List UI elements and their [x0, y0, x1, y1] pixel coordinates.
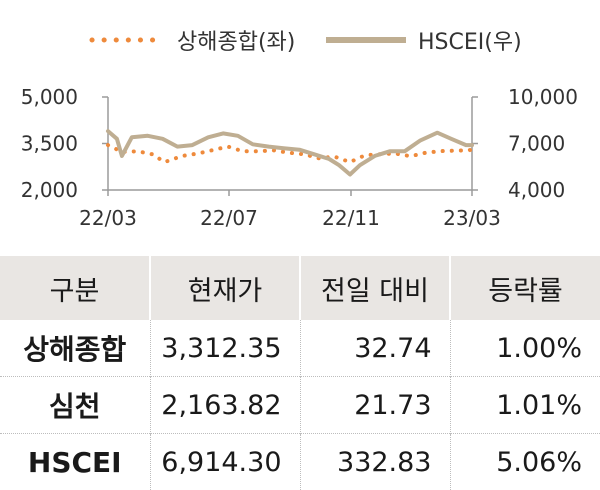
table-row: 심천 2,163.82 21.73 1.01% [0, 377, 600, 434]
left-tick-label: 5,000 [21, 85, 78, 109]
row-current-price: 6,914.30 [150, 434, 300, 490]
legend-label-hscei: HSCEI(우) [418, 30, 522, 55]
row-current-price: 2,163.82 [150, 377, 300, 434]
row-change-rate: 1.00% [450, 320, 600, 377]
index-table: 구분 현재가 전일 대비 등락률 상해종합 3,312.35 32.74 1.0… [0, 256, 600, 490]
header-current-price: 현재가 [150, 256, 300, 320]
row-change: 21.73 [300, 377, 450, 434]
row-name: 심천 [0, 377, 150, 434]
row-name: 상해종합 [0, 320, 150, 377]
left-tick-label: 3,500 [21, 132, 78, 156]
row-change-rate: 1.01% [450, 377, 600, 434]
header-category: 구분 [0, 256, 150, 320]
x-tick-label: 22/03 [79, 206, 137, 230]
legend-label-shanghai: 상해종합(좌) [177, 30, 295, 55]
row-name: HSCEI [0, 434, 150, 490]
index-line-chart: 상해종합(좌) HSCEI(우) 5,000 3,500 2,000 10,000 7,… [0, 0, 600, 250]
table-row: HSCEI 6,914.30 332.83 5.06% [0, 434, 600, 490]
header-change: 전일 대비 [300, 256, 450, 320]
table-header-row: 구분 현재가 전일 대비 등락률 [0, 256, 600, 320]
series-lines [108, 131, 472, 174]
right-tick-label: 7,000 [508, 132, 565, 156]
header-change-rate: 등락률 [450, 256, 600, 320]
x-tick-label: 23/03 [443, 206, 501, 230]
chart-legend: 상해종합(좌) HSCEI(우) [92, 30, 522, 55]
left-tick-label: 2,000 [21, 178, 78, 202]
axis-ticks: 5,000 3,500 2,000 10,000 7,000 4,000 22/03 22/0… [21, 85, 578, 230]
x-tick-label: 22/07 [200, 206, 258, 230]
row-change: 332.83 [300, 434, 450, 490]
row-change: 32.74 [300, 320, 450, 377]
table-row: 상해종합 3,312.35 32.74 1.00% [0, 320, 600, 377]
right-tick-label: 10,000 [508, 85, 578, 109]
row-current-price: 3,312.35 [150, 320, 300, 377]
x-tick-label: 22/11 [322, 206, 380, 230]
right-tick-label: 4,000 [508, 178, 565, 202]
row-change-rate: 5.06% [450, 434, 600, 490]
